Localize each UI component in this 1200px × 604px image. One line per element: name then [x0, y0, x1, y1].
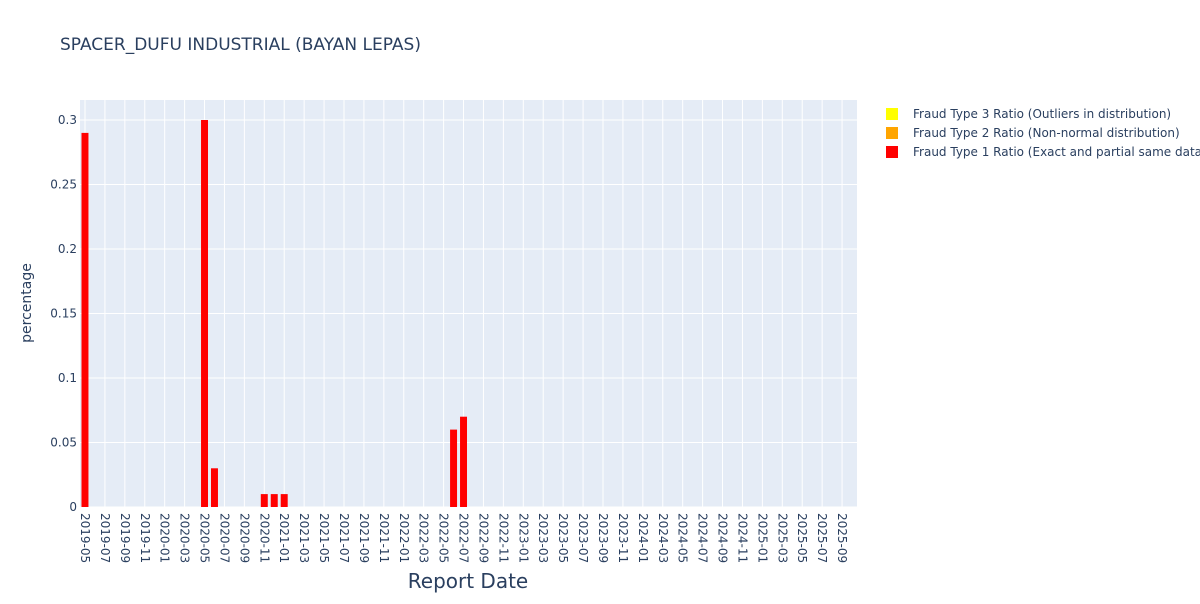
plot-area — [80, 100, 857, 507]
x-tick-label: 2021-05 — [317, 513, 331, 563]
y-tick-label: 0.1 — [58, 371, 77, 385]
x-tick-label: 2022-01 — [397, 513, 411, 563]
legend-label: Fraud Type 2 Ratio (Non-normal distribut… — [913, 126, 1180, 140]
x-tick-label: 2021-11 — [377, 513, 391, 563]
bar — [201, 119, 209, 508]
x-tick-label: 2019-09 — [118, 513, 132, 563]
x-axis-title: Report Date — [408, 569, 528, 593]
x-tick-label: 2023-09 — [596, 513, 610, 563]
bar — [81, 132, 89, 508]
x-tick-label: 2023-05 — [556, 513, 570, 563]
y-axis-title: percentage — [19, 263, 35, 343]
x-tick-label: 2024-01 — [636, 513, 650, 563]
chart-title: SPACER_DUFU INDUSTRIAL (BAYAN LEPAS) — [60, 35, 421, 55]
legend-swatch — [886, 108, 898, 120]
y-tick-label: 0 — [69, 500, 77, 514]
x-tick-label: 2024-07 — [696, 513, 710, 563]
x-tick-label: 2025-05 — [795, 513, 809, 563]
y-tick-label: 0.3 — [58, 113, 77, 127]
bar — [210, 468, 218, 507]
x-tick-label: 2023-07 — [576, 513, 590, 563]
x-tick-label: 2020-09 — [237, 513, 251, 563]
x-tick-label: 2020-07 — [217, 513, 231, 563]
x-tick-label: 2021-03 — [297, 513, 311, 563]
legend-swatch — [886, 127, 898, 139]
x-tick-label: 2024-03 — [656, 513, 670, 563]
x-tick-label: 2019-05 — [78, 513, 92, 563]
x-tick-label: 2020-11 — [257, 513, 271, 563]
bar — [280, 494, 288, 507]
x-tick-label: 2022-07 — [457, 513, 471, 563]
x-tick-label: 2025-03 — [775, 513, 789, 563]
x-tick-label: 2024-05 — [676, 513, 690, 563]
legend-label: Fraud Type 3 Ratio (Outliers in distribu… — [913, 107, 1171, 121]
x-tick-label: 2021-07 — [337, 513, 351, 563]
x-tick-label: 2022-09 — [476, 513, 490, 563]
legend-swatch — [886, 146, 898, 158]
x-tick-label: 2021-01 — [277, 513, 291, 563]
y-tick-label: 0.05 — [50, 435, 77, 449]
bar — [450, 429, 458, 507]
x-tick-label: 2025-09 — [835, 513, 849, 563]
x-tick-label: 2025-07 — [815, 513, 829, 563]
x-tick-label: 2022-03 — [417, 513, 431, 563]
x-tick-label: 2024-11 — [735, 513, 749, 563]
bar — [260, 494, 268, 507]
x-tick-label: 2024-09 — [716, 513, 730, 563]
legend-label: Fraud Type 1 Ratio (Exact and partial sa… — [913, 145, 1200, 159]
x-tick-label: 2020-05 — [198, 513, 212, 563]
x-tick-label: 2019-07 — [98, 513, 112, 563]
y-tick-label: 0.15 — [50, 306, 77, 320]
x-tick-label: 2020-03 — [178, 513, 192, 563]
y-tick-label: 0.2 — [58, 242, 77, 256]
x-tick-label: 2025-01 — [755, 513, 769, 563]
bar — [270, 494, 278, 507]
x-tick-label: 2023-01 — [516, 513, 530, 563]
bar — [460, 416, 468, 507]
x-tick-label: 2023-11 — [616, 513, 630, 563]
y-tick-label: 0.25 — [50, 177, 77, 191]
x-tick-label: 2022-11 — [496, 513, 510, 563]
x-tick-label: 2023-03 — [536, 513, 550, 563]
x-tick-label: 2019-11 — [138, 513, 152, 563]
x-tick-label: 2020-01 — [158, 513, 172, 563]
x-tick-label: 2021-09 — [357, 513, 371, 563]
x-tick-label: 2022-05 — [437, 513, 451, 563]
